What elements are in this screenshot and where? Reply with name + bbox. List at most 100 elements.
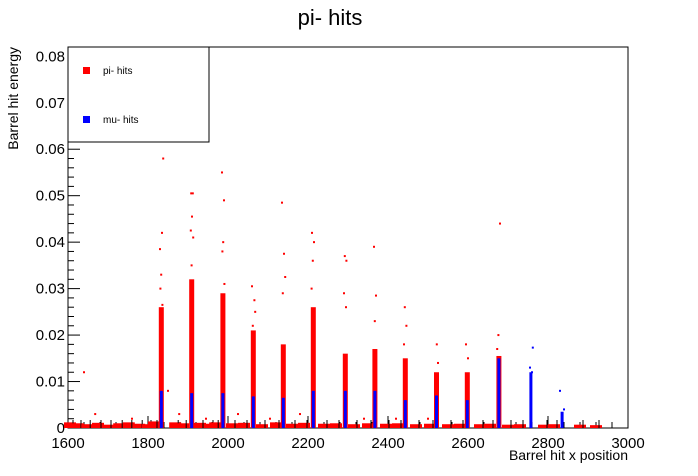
baseline-hit: [92, 422, 104, 428]
pi-hit-column: [250, 330, 256, 428]
baseline-hit: [133, 423, 146, 428]
pi-hit-point: [192, 236, 195, 239]
pi-hit-column: [372, 349, 378, 428]
pi-hit-column: [280, 344, 286, 428]
baseline-hit: [113, 423, 126, 428]
baseline-hit: [574, 424, 586, 428]
baseline-hit: [392, 423, 404, 428]
x-axis-label: Barrel hit x position: [509, 447, 628, 463]
mu-hit-point: [529, 366, 531, 369]
baseline-hit: [286, 423, 298, 428]
mu-hit-column: [251, 396, 255, 428]
y-tick-label: 0.03: [36, 281, 65, 298]
baseline-hit: [590, 425, 602, 428]
mu-hit-column: [159, 390, 163, 428]
baseline-hit: [72, 423, 84, 428]
mu-hit-point: [531, 371, 533, 374]
y-tick-label: 0.07: [36, 95, 65, 112]
mu-hit-point: [559, 389, 561, 392]
x-tick-label: 2000: [211, 435, 244, 452]
pi-hit-point: [311, 231, 313, 234]
baseline-hit: [410, 424, 422, 428]
pi-hit-point: [499, 222, 501, 225]
mu-hit-column: [560, 411, 564, 428]
pi-hit-point: [237, 413, 239, 416]
pi-hit-point: [162, 157, 165, 160]
pi-hit-column: [189, 279, 195, 428]
pi-hit-point: [373, 320, 376, 323]
pi-hit-point: [497, 334, 500, 337]
pi-hit-point: [223, 282, 226, 285]
legend-label-mu: mu- hits: [103, 115, 139, 126]
pi-hit-point: [94, 413, 97, 416]
pi-hit-point: [405, 324, 408, 327]
pi-hit-point: [251, 285, 253, 288]
baseline-hit: [194, 422, 206, 428]
pi-hit-point: [161, 231, 163, 234]
pi-hit-point: [190, 192, 193, 195]
baseline-hit: [148, 421, 160, 428]
mu-hit-column: [465, 400, 469, 428]
pi-hit-point: [467, 357, 469, 360]
pi-hit-column: [220, 293, 226, 428]
baseline-hit: [209, 422, 222, 428]
chart-title: pi- hits: [298, 5, 363, 30]
mu-hit-column: [311, 390, 315, 428]
baseline-hit: [169, 422, 182, 428]
pi-hit-point: [343, 292, 345, 295]
mu-hit-column: [529, 372, 533, 428]
baseline-hit: [348, 424, 360, 428]
mu-hit-column: [403, 400, 407, 428]
mu-hit-column: [221, 393, 225, 428]
baseline-hit: [454, 423, 466, 428]
pi-hit-point: [223, 199, 225, 202]
legend-swatch-pi: [83, 67, 90, 74]
x-tick-label: 2600: [451, 435, 484, 452]
baseline-hit: [484, 423, 496, 428]
mu-hit-point: [531, 346, 534, 349]
pi-hit-point: [345, 306, 347, 309]
y-tick-label: 0: [57, 420, 65, 437]
mu-hit-column: [435, 395, 438, 428]
pi-hit-point: [281, 201, 283, 204]
pi-hit-point: [496, 348, 499, 351]
pi-hit-point: [190, 264, 193, 267]
pi-hit-column: [402, 358, 408, 428]
pi-hit-point: [269, 417, 271, 420]
pi-hit-point: [251, 324, 254, 327]
pi-hit-point: [281, 292, 284, 295]
baseline-hit: [538, 424, 550, 428]
pi-hit-point: [221, 171, 223, 174]
pi-hit-point: [311, 259, 314, 262]
y-tick-label: 0.05: [36, 188, 65, 205]
baseline-hit: [122, 422, 135, 428]
pi-hit-point: [299, 413, 301, 416]
pi-hit-column: [158, 307, 164, 428]
pi-hit-point: [167, 389, 169, 392]
pi-hit-point: [253, 299, 256, 302]
baseline-hit: [298, 422, 310, 428]
y-tick-label: 0.06: [36, 141, 65, 158]
y-tick-label: 0.08: [36, 48, 65, 65]
pi-hit-point: [403, 306, 406, 309]
mu-hit-column: [281, 397, 285, 428]
baseline-hit: [64, 422, 76, 428]
pi-hit-point: [159, 287, 162, 290]
pi-hit-point: [345, 259, 348, 262]
baseline-hit: [362, 423, 374, 428]
baseline-hit: [502, 424, 514, 428]
pi-hit-point: [131, 417, 133, 420]
pi-hit-point: [191, 192, 194, 195]
mu-hit-column: [373, 390, 377, 428]
baseline-hit: [474, 424, 486, 428]
mu-hit-point: [563, 408, 565, 411]
baseline-hit: [424, 423, 436, 428]
mu-hit-column: [497, 358, 501, 428]
pi-hit-point: [160, 273, 163, 276]
axis-ticks: 1600 1800 2000 2200 2400 2600 2800 3000 0 0.01 0.0…: [36, 46, 645, 452]
pi-hit-point: [375, 294, 377, 297]
baseline-hit: [330, 423, 342, 428]
y-tick-label: 0.02: [36, 327, 65, 344]
pi-hit-point: [222, 241, 225, 244]
hit-columns: [158, 279, 564, 428]
